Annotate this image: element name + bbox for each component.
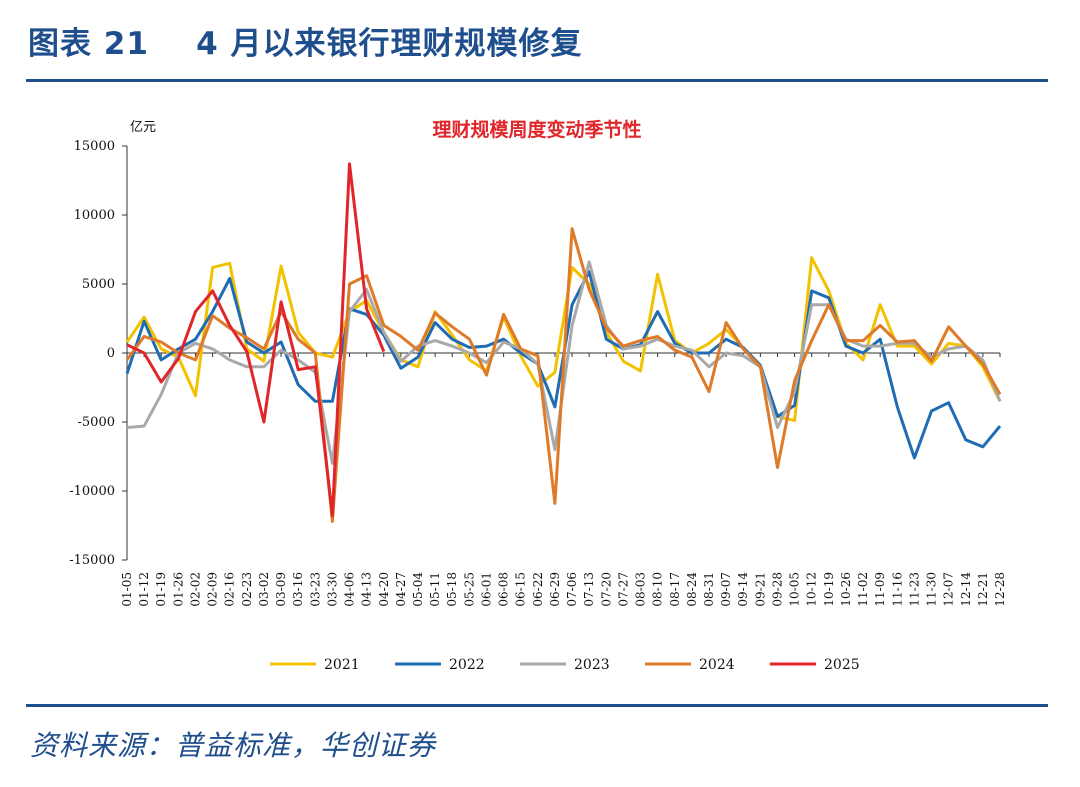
y-axis-unit-label: 亿元 — [130, 120, 156, 135]
x-tick-label: 03-30 — [325, 572, 339, 607]
source-note: 资料来源：普益标准，华创证券 — [30, 729, 437, 762]
chart-legend: 2021 2022 2023 2024 2025 — [270, 657, 860, 673]
x-tick-label: 04-06 — [343, 572, 357, 607]
x-tick-label: 11-09 — [873, 572, 887, 607]
x-tick-label: 06-22 — [531, 572, 545, 607]
y-tick-label: 5000 — [82, 277, 115, 292]
x-tick-label: 03-16 — [291, 572, 305, 607]
x-tick-label: 02-23 — [240, 572, 254, 607]
y-tick-label: -5000 — [78, 415, 115, 430]
x-tick-label: 01-12 — [137, 572, 151, 607]
legend-label-2023: 2023 — [574, 657, 610, 673]
x-tick-label: 08-10 — [651, 572, 665, 607]
legend-label-2025: 2025 — [824, 657, 860, 673]
series-line-2024 — [125, 227, 1002, 523]
x-tick-label: 04-13 — [360, 572, 374, 607]
x-tick-label: 07-13 — [582, 572, 596, 607]
x-tick-label: 02-09 — [206, 572, 220, 607]
source-divider — [26, 704, 1048, 707]
x-tick-label: 11-23 — [907, 572, 921, 607]
series-line-2025 — [126, 162, 386, 518]
x-tick-label: 09-07 — [719, 572, 733, 607]
x-tick-label: 11-02 — [856, 572, 870, 607]
x-tick-label: 05-18 — [445, 572, 459, 607]
y-tick-label: -10000 — [69, 484, 115, 499]
x-tick-label: 09-21 — [753, 572, 767, 607]
figure-title: 图表 21 4 月以来银行理财规模修复 — [28, 26, 583, 62]
y-tick-label: 15000 — [74, 139, 115, 154]
x-tick-label: 07-27 — [616, 572, 630, 607]
x-tick-label: 10-12 — [805, 572, 819, 607]
x-tick-label: 11-16 — [890, 572, 904, 607]
x-tick-label: 06-29 — [548, 572, 562, 607]
x-tick-label: 12-28 — [993, 572, 1007, 607]
y-tick-label: 10000 — [74, 208, 115, 223]
y-tick-label: -15000 — [69, 553, 115, 568]
series-line-2021 — [125, 256, 1002, 423]
x-tick-label: 09-14 — [736, 572, 750, 607]
x-tick-label: 04-20 — [377, 572, 391, 607]
title-divider — [26, 79, 1048, 82]
legend-label-2022: 2022 — [449, 657, 485, 673]
x-tick-label: 03-09 — [274, 572, 288, 607]
x-tick-label: 10-19 — [822, 572, 836, 607]
legend-label-2024: 2024 — [699, 657, 735, 673]
x-tick-label: 02-16 — [223, 572, 237, 607]
x-tick-label: 08-03 — [634, 572, 648, 607]
x-tick-label: 05-04 — [411, 572, 425, 607]
x-tick-label: 05-11 — [428, 572, 442, 607]
x-tick-label: 12-21 — [976, 572, 990, 607]
x-tick-label: 06-08 — [497, 572, 511, 607]
x-tick-label: 01-26 — [171, 572, 185, 607]
x-tick-label: 07-06 — [565, 572, 579, 607]
x-tick-label: 07-20 — [599, 572, 613, 607]
legend-label-2021: 2021 — [324, 657, 360, 673]
x-tick-label: 08-17 — [668, 572, 682, 607]
y-tick-label: 0 — [107, 346, 115, 361]
x-tick-label: 10-05 — [788, 572, 802, 607]
chart-title: 理财规模周度变动季节性 — [432, 118, 641, 141]
x-tick-label: 12-07 — [942, 572, 956, 607]
x-tick-label: 01-19 — [154, 572, 168, 607]
x-tick-label: 09-28 — [770, 572, 784, 607]
x-tick-label: 04-27 — [394, 572, 408, 607]
x-tick-label: 03-23 — [308, 572, 322, 607]
x-tick-label: 08-24 — [685, 572, 699, 607]
x-tick-label: 06-15 — [514, 572, 528, 607]
x-tick-label: 10-26 — [839, 572, 853, 607]
x-tick-label: 02-02 — [188, 572, 202, 607]
x-tick-label: 05-25 — [462, 572, 476, 607]
x-tick-label: 01-05 — [120, 572, 134, 607]
x-tick-label: 03-02 — [257, 572, 271, 607]
x-tick-label: 06-01 — [479, 572, 493, 607]
x-tick-label: 12-14 — [959, 572, 973, 607]
x-tick-label: 08-31 — [702, 572, 716, 607]
x-tick-label: 11-30 — [925, 572, 939, 607]
chart-series — [125, 162, 1002, 523]
